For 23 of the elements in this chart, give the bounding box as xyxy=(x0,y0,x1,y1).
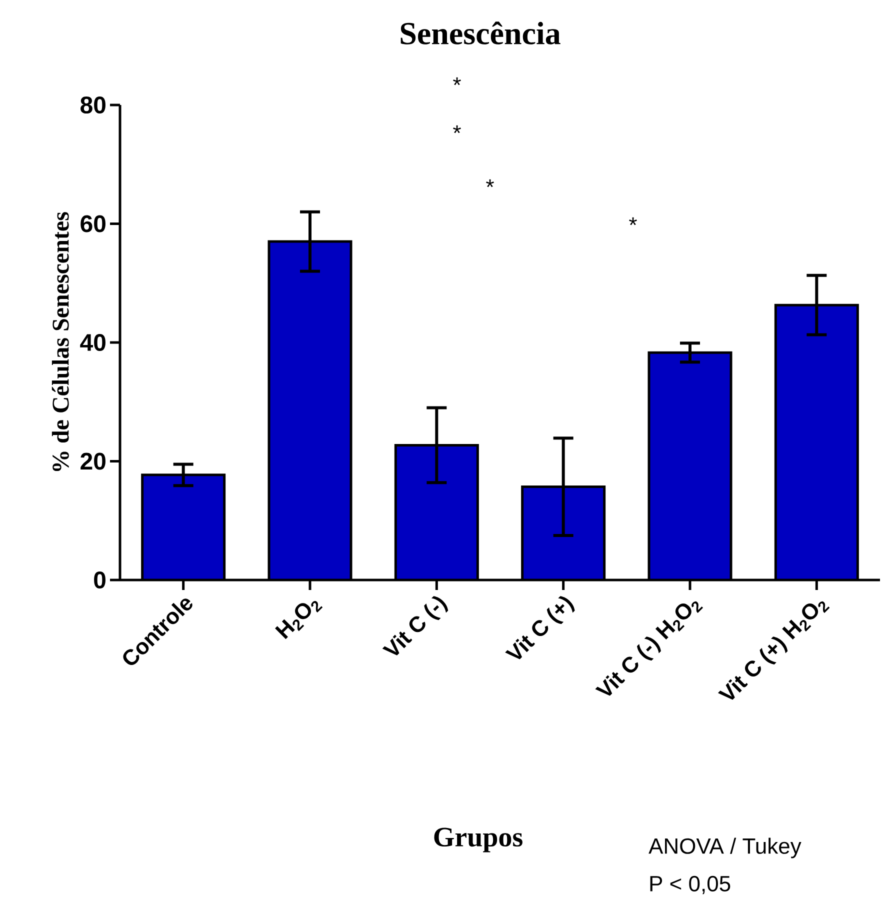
bar xyxy=(142,474,224,580)
x-tick-label: Vit C (+) H$_{2}$O$_{2}$ xyxy=(718,601,830,700)
bar xyxy=(268,242,351,580)
y-tick-label: 0 xyxy=(94,572,106,588)
text: P < 0,05 xyxy=(650,876,730,894)
y-tick-label: 40 xyxy=(80,334,106,351)
y-axis-title: % de Células Senescentes xyxy=(52,212,69,472)
x-tick-label: Vit C (-) H$_{2}$O$_{2}$ xyxy=(595,601,704,696)
x-tick-label: H$_{2}$O$_{2}$ xyxy=(275,601,323,640)
bar xyxy=(648,352,731,580)
x-tick-label: Vit C (-) xyxy=(382,596,448,656)
annotation: * xyxy=(453,125,461,134)
y-tick-label: 60 xyxy=(80,215,106,232)
text: * xyxy=(453,77,461,86)
text: ANOVA / Tukey xyxy=(648,838,802,858)
y-tick-label: 20 xyxy=(80,452,106,470)
x-tick-label: Vit C (+) xyxy=(505,596,575,660)
bar xyxy=(396,445,478,580)
annotation: * xyxy=(486,179,494,188)
y-tick-label: 80 xyxy=(80,96,106,114)
chart-title: Senescência xyxy=(400,22,560,44)
x-axis-title: Grupos xyxy=(434,828,522,852)
annotation: * xyxy=(629,217,637,226)
